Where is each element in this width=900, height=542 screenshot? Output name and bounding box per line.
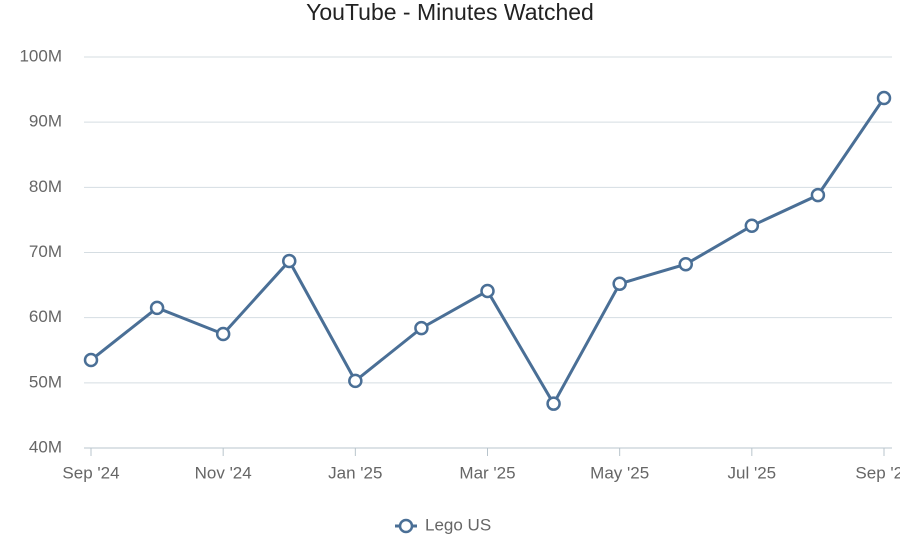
x-tick-label: Sep '25 xyxy=(855,463,900,482)
data-point xyxy=(876,90,892,106)
data-point xyxy=(744,218,760,234)
x-tick-label: Nov '24 xyxy=(195,463,252,482)
x-tick-label: Jul '25 xyxy=(728,463,777,482)
x-tick-label: May '25 xyxy=(590,463,649,482)
x-tick-label: Mar '25 xyxy=(459,463,515,482)
y-tick-label: 60M xyxy=(29,307,62,326)
data-point xyxy=(414,320,429,336)
data-point xyxy=(215,326,231,342)
data-point xyxy=(612,276,627,292)
series-line xyxy=(90,97,886,407)
legend-label: Lego US xyxy=(425,515,491,534)
data-point xyxy=(810,187,826,203)
data-point xyxy=(678,256,693,272)
chart-title: YouTube - Minutes Watched xyxy=(306,0,594,25)
y-tick-label: 70M xyxy=(29,242,62,261)
x-tick-label: Jan '25 xyxy=(328,463,382,482)
data-point xyxy=(348,373,363,389)
x-tick-label: Sep '24 xyxy=(62,463,119,482)
legend-marker xyxy=(398,518,414,534)
y-tick-label: 50M xyxy=(29,372,62,391)
data-point xyxy=(149,300,165,316)
data-point xyxy=(282,253,297,269)
data-point xyxy=(546,396,561,411)
y-tick-label: 100M xyxy=(19,46,62,65)
data-point xyxy=(83,352,99,368)
y-tick-label: 90M xyxy=(29,112,62,131)
y-tick-label: 80M xyxy=(29,177,62,196)
data-point xyxy=(480,283,495,299)
y-tick-label: 40M xyxy=(29,437,62,456)
